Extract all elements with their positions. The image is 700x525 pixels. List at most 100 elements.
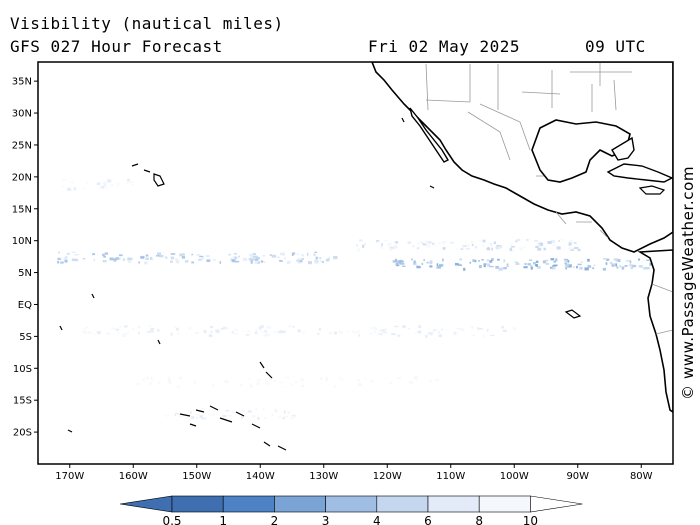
visibility-cell — [630, 266, 633, 270]
baja-california — [409, 107, 449, 163]
visibility-cell — [470, 325, 474, 329]
visibility-cell — [156, 255, 160, 257]
visibility-cell — [152, 376, 156, 380]
visibility-cell — [82, 331, 87, 334]
visibility-cell — [418, 384, 421, 387]
visibility-cell — [283, 410, 286, 414]
visibility-cell — [110, 184, 114, 187]
visibility-cell — [629, 260, 632, 264]
visibility-cell — [449, 327, 453, 329]
visibility-cell — [260, 260, 264, 263]
visibility-cell — [428, 332, 433, 335]
visibility-cell — [314, 378, 318, 382]
lat-tick-label: 5S — [19, 332, 32, 343]
visibility-cell — [259, 382, 262, 386]
visibility-cell — [90, 330, 94, 333]
visibility-cell — [249, 381, 251, 385]
visibility-cell — [134, 329, 137, 333]
visibility-cell — [255, 328, 258, 333]
visibility-cell — [472, 259, 476, 262]
visibility-cell — [574, 246, 579, 250]
map-frame — [37, 61, 674, 465]
visibility-cell — [442, 258, 444, 262]
visibility-cell — [298, 382, 302, 385]
visibility-cell — [117, 183, 120, 187]
visibility-cell — [383, 239, 388, 242]
visibility-cell — [269, 254, 272, 256]
visibility-cell — [153, 385, 158, 387]
visibility-cell — [233, 329, 238, 331]
visibility-cell — [550, 258, 555, 261]
visibility-cell — [469, 261, 472, 264]
visibility-cell — [535, 260, 539, 264]
visibility-cell — [402, 265, 406, 267]
visibility-cell — [256, 261, 261, 264]
visibility-cell — [291, 254, 294, 256]
visibility-cell — [170, 260, 173, 263]
lat-tick-label: 30N — [12, 109, 32, 120]
visibility-cell — [369, 331, 374, 333]
visibility-cell — [361, 383, 365, 387]
visibility-cell — [278, 415, 282, 418]
lon-tick-label: 150W — [182, 471, 211, 482]
visibility-cell — [530, 264, 533, 268]
visibility-cell — [256, 326, 260, 329]
visibility-cell — [237, 411, 241, 414]
visibility-cell — [317, 332, 320, 335]
visibility-cell — [202, 330, 206, 332]
visibility-cell — [177, 410, 182, 414]
visibility-cell — [140, 257, 145, 259]
visibility-cell — [434, 382, 438, 385]
visibility-cell — [530, 266, 533, 270]
visibility-cell — [222, 326, 226, 329]
visibility-cell — [213, 331, 216, 335]
visibility-cell — [184, 260, 189, 263]
visibility-cell — [287, 411, 291, 415]
visibility-cell — [536, 263, 538, 267]
visibility-cell — [438, 242, 443, 245]
visibility-cell — [364, 243, 366, 246]
visibility-cell — [526, 239, 529, 241]
visibility-cell — [374, 330, 376, 333]
visibility-cell — [433, 385, 439, 389]
lon-tick-label: 140W — [246, 471, 275, 482]
visibility-cell — [364, 377, 367, 380]
visibility-cell — [609, 261, 613, 264]
visibility-cell — [573, 242, 577, 244]
visibility-cell — [356, 244, 358, 247]
visibility-cell — [250, 254, 253, 258]
visibility-cell — [82, 257, 86, 260]
visibility-cell — [537, 266, 541, 269]
visibility-cell — [617, 258, 621, 263]
visibility-cell — [381, 329, 385, 332]
visibility-cell — [411, 330, 415, 333]
visibility-cell — [96, 331, 101, 335]
visibility-cell — [429, 379, 432, 382]
visibility-cell — [380, 333, 383, 336]
visibility-cell — [615, 259, 619, 262]
visibility-cell — [287, 325, 290, 328]
visibility-cell — [362, 244, 365, 248]
visibility-cell — [567, 260, 570, 263]
visibility-cell — [65, 256, 68, 259]
visibility-cell — [281, 327, 285, 331]
visibility-cell — [516, 238, 521, 242]
visibility-cell — [240, 378, 244, 382]
visibility-cell — [649, 262, 653, 266]
visibility-cell — [587, 258, 590, 262]
visibility-cell — [611, 264, 615, 267]
visibility-cell — [330, 383, 333, 388]
galapagos-islands — [564, 309, 582, 319]
visibility-cell — [412, 327, 417, 331]
visibility-cell — [252, 381, 257, 384]
visibility-cell — [71, 258, 76, 262]
visibility-cell — [278, 330, 283, 334]
visibility-cell — [406, 330, 410, 334]
visibility-cell — [249, 384, 253, 388]
visibility-cell — [381, 327, 386, 329]
visibility-cell — [565, 263, 570, 267]
visibility-cell — [264, 330, 268, 333]
visibility-cell — [306, 327, 309, 331]
visibility-cell — [328, 378, 331, 382]
visibility-cell — [370, 326, 373, 330]
